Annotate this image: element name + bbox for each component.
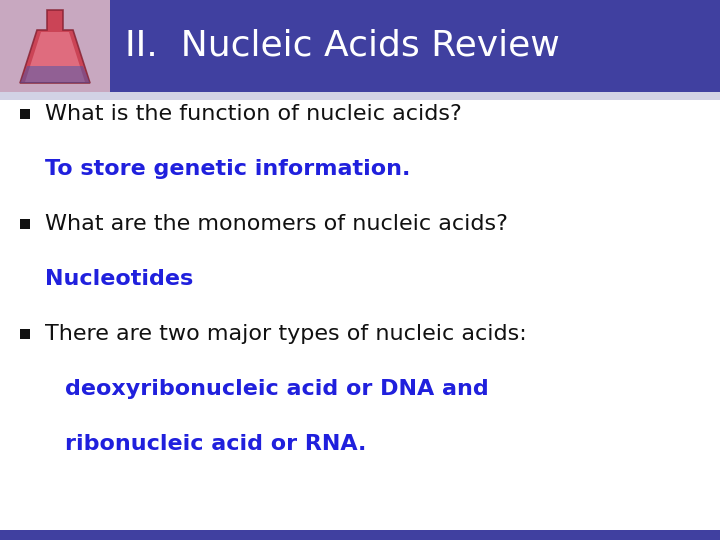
FancyBboxPatch shape [20,109,30,119]
FancyBboxPatch shape [0,92,720,100]
Polygon shape [20,66,90,83]
Polygon shape [20,10,90,83]
FancyBboxPatch shape [0,0,110,92]
Text: II.  Nucleic Acids Review: II. Nucleic Acids Review [125,29,559,63]
FancyBboxPatch shape [0,530,720,540]
Text: What is the function of nucleic acids?: What is the function of nucleic acids? [45,104,462,124]
Text: Nucleotides: Nucleotides [45,269,193,289]
Text: What are the monomers of nucleic acids?: What are the monomers of nucleic acids? [45,214,508,234]
FancyBboxPatch shape [0,0,720,92]
FancyBboxPatch shape [20,329,30,339]
Text: ribonucleic acid or RNA.: ribonucleic acid or RNA. [65,434,366,454]
Text: There are two major types of nucleic acids:: There are two major types of nucleic aci… [45,324,527,344]
Text: To store genetic information.: To store genetic information. [45,159,410,179]
Text: deoxyribonucleic acid or DNA and: deoxyribonucleic acid or DNA and [65,379,489,399]
Polygon shape [25,32,85,82]
FancyBboxPatch shape [20,219,30,229]
